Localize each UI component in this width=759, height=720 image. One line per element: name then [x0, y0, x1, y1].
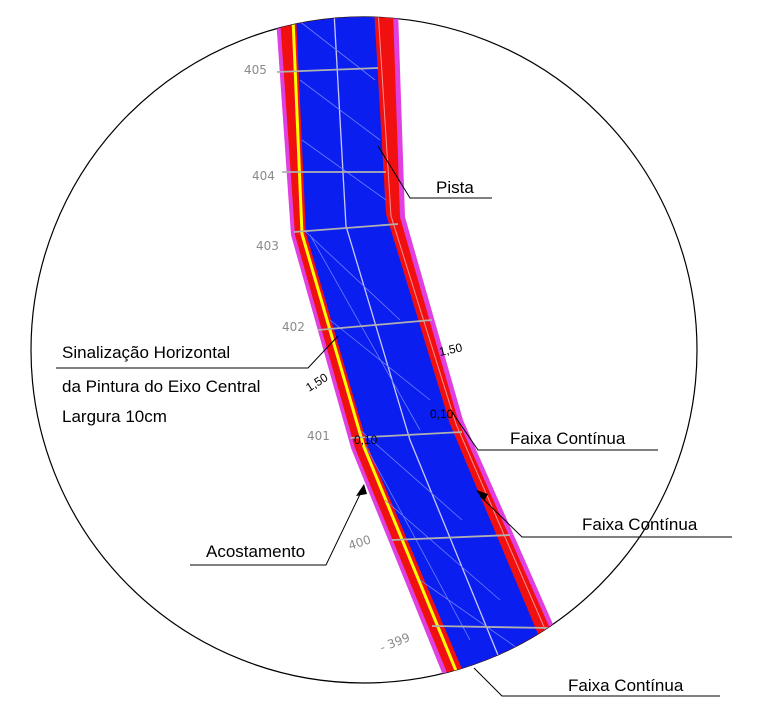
label-acostamento: Acostamento	[206, 542, 305, 561]
lane-blue	[296, 17, 538, 676]
dimension-010-left: 0,10	[354, 433, 378, 447]
station-405: 405	[244, 63, 267, 77]
station-401: 401	[307, 429, 330, 443]
label-pista: Pista	[436, 178, 474, 197]
center-line	[333, 17, 501, 661]
label-faixa-continua-2: Faixa Contínua	[582, 515, 698, 534]
dimension-150-left: 1,50	[303, 370, 331, 394]
label-sinalizacao-2: da Pintura do Eixo Central	[62, 377, 260, 396]
station-402: 402	[282, 320, 305, 334]
mesh-lines	[297, 19, 521, 651]
label-faixa-continua-1: Faixa Contínua	[510, 429, 626, 448]
station-404: 404	[252, 169, 275, 183]
dimension-010-right: 0,10	[430, 407, 454, 421]
edge-stripe-yellow	[291, 17, 461, 679]
label-sinalizacao-1: Sinalização Horizontal	[62, 343, 230, 362]
leader-lines	[56, 145, 732, 697]
label-sinalizacao-3: Largura 10cm	[62, 407, 167, 426]
station-399: - 399	[378, 630, 412, 655]
label-faixa-continua-3: Faixa Contínua	[568, 676, 684, 695]
arrow-faixa-2	[476, 490, 488, 501]
road-geometry	[276, 17, 560, 680]
arrow-acostamento	[356, 484, 367, 496]
station-403: 403	[256, 239, 279, 253]
station-lines	[276, 67, 551, 629]
station-400: 400	[347, 532, 373, 552]
dimension-150-right: 1,50	[438, 340, 464, 359]
